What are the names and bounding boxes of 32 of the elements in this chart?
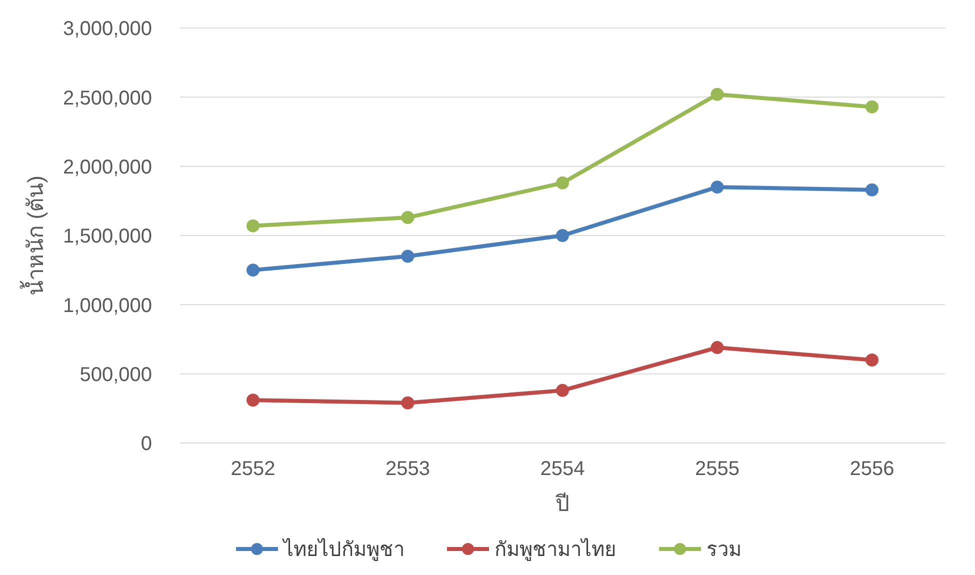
point xyxy=(710,180,724,194)
y-tick-label: 500,000 xyxy=(80,364,152,386)
x-axis-title: ปี xyxy=(554,491,570,516)
point xyxy=(246,394,260,407)
x-tick-label: 2556 xyxy=(850,458,894,480)
x-tick-label: 2553 xyxy=(386,458,430,480)
point xyxy=(556,229,569,242)
point xyxy=(401,211,414,224)
point xyxy=(866,354,878,366)
point xyxy=(556,384,569,397)
y-tick-label: 1,500,000 xyxy=(63,226,152,248)
y-tick-label: 2,000,000 xyxy=(63,156,152,178)
x-tick-label: 2555 xyxy=(695,458,740,480)
point xyxy=(401,396,414,410)
point xyxy=(710,341,724,354)
y-tick-label: 1,000,000 xyxy=(63,294,152,317)
legend-label: ไทยไปกัมพูชา xyxy=(284,537,404,563)
x-tick-label: 2552 xyxy=(230,458,276,480)
legend-label: รวม xyxy=(706,538,742,563)
y-tick-label: 0 xyxy=(140,433,152,456)
point xyxy=(556,176,569,190)
y-axis-title: น้ำหนัก (ตัน) xyxy=(20,176,48,296)
legend-label: กัมพูชามาไทย xyxy=(494,537,616,563)
y-tick-label: 3,000,000 xyxy=(63,18,152,40)
x-tick-label: 2554 xyxy=(540,458,585,480)
point xyxy=(246,264,260,277)
point xyxy=(866,183,878,196)
point xyxy=(710,88,724,101)
point xyxy=(401,250,414,263)
point xyxy=(246,219,260,232)
y-tick-label: 2,500,000 xyxy=(63,87,152,110)
point xyxy=(866,100,878,114)
